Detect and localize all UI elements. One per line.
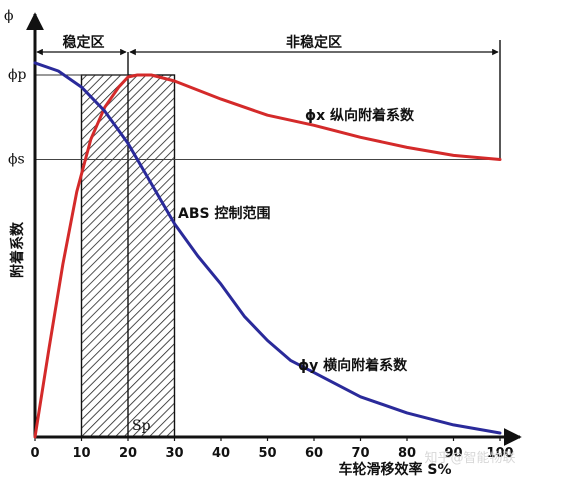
phi-p-label: ϕp: [8, 67, 27, 83]
x-tick-label-20: 20: [119, 446, 137, 461]
series-line-phi-x: [33, 73, 502, 439]
x-tick-label-60: 60: [305, 446, 323, 461]
x-tick-label-40: 40: [212, 446, 230, 461]
series-line-phi-y: [33, 61, 502, 435]
x-tick-label-70: 70: [351, 446, 369, 461]
y-axis-label: 附着系数: [9, 221, 26, 278]
x-tick-label-90: 90: [444, 446, 462, 461]
abs-range-label: ABS 控制范围: [178, 205, 270, 222]
x-tick-label-100: 100: [486, 446, 513, 461]
x-tick-label-80: 80: [398, 446, 416, 461]
x-tick-label-10: 10: [72, 446, 90, 461]
watermark: 知乎@智能物联: [424, 450, 515, 466]
x-tick-label-50: 50: [258, 446, 276, 461]
series-label-phi-x: ϕx 纵向附着系数: [305, 107, 415, 124]
y-axis-symbol: ϕ: [4, 8, 14, 24]
x-axis-label: 车轮滑移效率 S%: [339, 461, 452, 478]
x-tick-label-30: 30: [165, 446, 183, 461]
phi-s-label: ϕs: [8, 151, 25, 167]
sp-label: Sp: [132, 418, 151, 434]
unstable-region-label: 非稳定区: [286, 34, 342, 51]
series-label-phi-y: ϕy 横向附着系数: [298, 357, 408, 374]
stable-region-label: 稳定区: [63, 34, 105, 51]
x-tick-label-0: 0: [30, 446, 39, 461]
